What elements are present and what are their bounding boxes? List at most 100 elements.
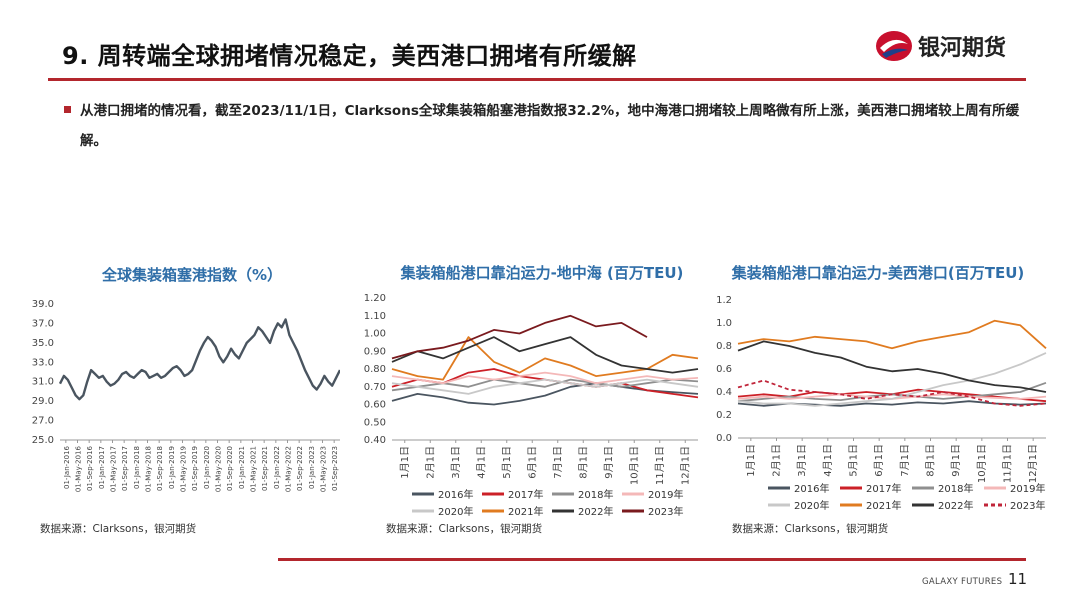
y-tick-label: 33.0 [32,357,54,368]
x-tick-label: 4月1日 [822,444,834,477]
legend-label: 2020年 [794,499,829,512]
x-tick-label: 01-May-2018 [145,446,153,492]
x-tick-label: 10月1日 [976,444,988,483]
x-tick-label: 01-Jan-2018 [133,446,141,489]
x-tick-label: 01-Sep-2020 [226,446,234,491]
legend-label: 2018年 [938,482,973,495]
x-tick-label: 4月1日 [475,446,487,479]
logo-text: 银河期货 [918,36,1007,61]
series-line-6 [391,336,699,374]
x-tick-label: 7月1日 [899,444,911,477]
x-tick-label: 12月1日 [679,446,691,485]
x-tick-label: 01-Sep-2017 [121,446,129,491]
mediterranean-berth-chart: 集装箱船港口靠泊运力-地中海 (百万TEU) 1.20 1.10 1.00 0.90 0… [364,264,699,518]
legend-label: 2019年 [1010,482,1045,495]
x-tick-label: 01-May-2021 [250,446,258,492]
x-tick-label: 01-Sep-2018 [156,446,164,491]
series-line-5 [737,319,1047,350]
y-tick-label: 25.0 [32,435,54,446]
legend-label: 2022年 [578,505,613,518]
y-tick-label: 0.4 [716,387,732,398]
y-tick-label: 0.60 [364,400,386,411]
legend-label: 2017年 [508,488,543,501]
page-number: 11 [1008,570,1028,588]
chart-source: 数据来源：Clarksons，银河期货 [732,523,889,535]
y-tick-label: 35.0 [32,338,54,349]
x-tick-label: 8月1日 [577,446,589,479]
x-tick-label: 7月1日 [552,446,564,479]
legend-label: 2016年 [438,488,473,501]
y-tick-label: 0.90 [364,346,386,357]
x-tick-label: 01-Sep-2022 [296,446,304,491]
series-line-7 [737,379,1047,407]
x-tick-label: 01-Jan-2016 [63,445,71,489]
x-tick-label: 5月1日 [848,444,860,477]
legend-label: 2021年 [866,499,901,512]
series-line-0 [58,318,340,401]
summary-text: 从港口拥堵的情况看，截至2023/11/1日，Clarksons全球集装箱船塞港… [80,103,1020,149]
x-tick-label: 3月1日 [450,446,462,479]
x-tick-label: 01-Jan-2022 [273,446,281,489]
legend-label: 2022年 [938,499,973,512]
chart-title: 集装箱船港口靠泊运力-美西港口(百万TEU) [731,264,1025,282]
y-tick-label: 1.20 [364,293,386,304]
legend-label: 2021年 [508,505,543,518]
x-tick-label: 3月1日 [796,444,808,477]
legend-label: 2023年 [1010,499,1045,512]
x-tick-label: 01-Sep-2023 [331,446,339,491]
x-tick-label: 12月1日 [1027,444,1039,483]
y-tick-label: 1.10 [364,311,386,322]
x-tick-label: 01-May-2019 [180,446,188,492]
x-tick-label: 9月1日 [603,446,615,479]
x-tick-label: 6月1日 [526,446,538,479]
y-tick-label: 0.50 [364,417,386,428]
y-tick-label: 0.80 [364,364,386,375]
bullet-marker [64,106,71,113]
footer-brand: GALAXY FUTURES [922,577,1003,587]
chart-source: 数据来源：Clarksons，银河期货 [40,523,197,535]
x-tick-label: 11月1日 [1002,444,1014,483]
global-congestion-chart: 全球集装箱塞港指数（%） 39.0 37.0 35.0 33.0 31.0 29.0 27.… [32,266,340,492]
x-tick-label: 01-Jan-2019 [168,446,176,489]
chart-title: 集装箱船港口靠泊运力-地中海 (百万TEU) [400,264,684,282]
x-tick-label: 01-Sep-2016 [86,445,94,491]
chart-source: 数据来源：Clarksons，银河期货 [386,523,543,535]
y-tick-label: 0.70 [364,382,386,393]
x-tick-label: 9月1日 [950,444,962,477]
x-tick-label: 01-Jan-2020 [203,446,211,489]
logo-icon [876,31,912,61]
x-tick-label: 01-May-2016 [75,445,83,492]
series-line-3 [391,371,699,385]
x-tick-label: 01-Jan-2023 [308,446,316,489]
x-tick-label: 11月1日 [654,446,666,485]
legend-label: 2023年 [648,505,683,518]
y-tick-label: 39.0 [32,299,54,310]
x-tick-label: 01-Sep-2021 [261,446,269,491]
y-tick-label: 0.8 [716,341,732,352]
series-line-7 [391,314,648,360]
x-tick-label: 10月1日 [628,446,640,485]
x-tick-label: 01-Jan-2017 [98,446,106,489]
y-tick-label: 1.00 [364,329,386,340]
x-tick-label: 01-May-2022 [285,446,293,492]
x-tick-label: 2月1日 [424,446,436,479]
series-line-4 [391,378,699,395]
footer-divider [278,558,1026,561]
x-tick-label: 01-Jan-2021 [238,446,246,489]
y-tick-label: 0.6 [716,364,732,375]
x-tick-label: 8月1日 [925,444,937,477]
x-tick-label: 6月1日 [873,444,885,477]
x-tick-label: 01-May-2020 [215,446,223,492]
x-tick-label: 5月1日 [501,446,513,479]
y-tick-label: 0.40 [364,435,386,446]
x-tick-label: 1月1日 [745,444,757,477]
x-tick-label: 01-May-2017 [110,446,118,492]
y-tick-label: 0.2 [716,410,732,421]
x-tick-label: 1月1日 [399,446,411,479]
legend-label: 2020年 [438,505,473,518]
y-tick-label: 37.0 [32,318,54,329]
series-line-4 [737,352,1047,407]
legend-label: 2017年 [866,482,901,495]
y-tick-label: 0.0 [716,433,732,444]
x-tick-label: 01-May-2023 [320,446,328,492]
